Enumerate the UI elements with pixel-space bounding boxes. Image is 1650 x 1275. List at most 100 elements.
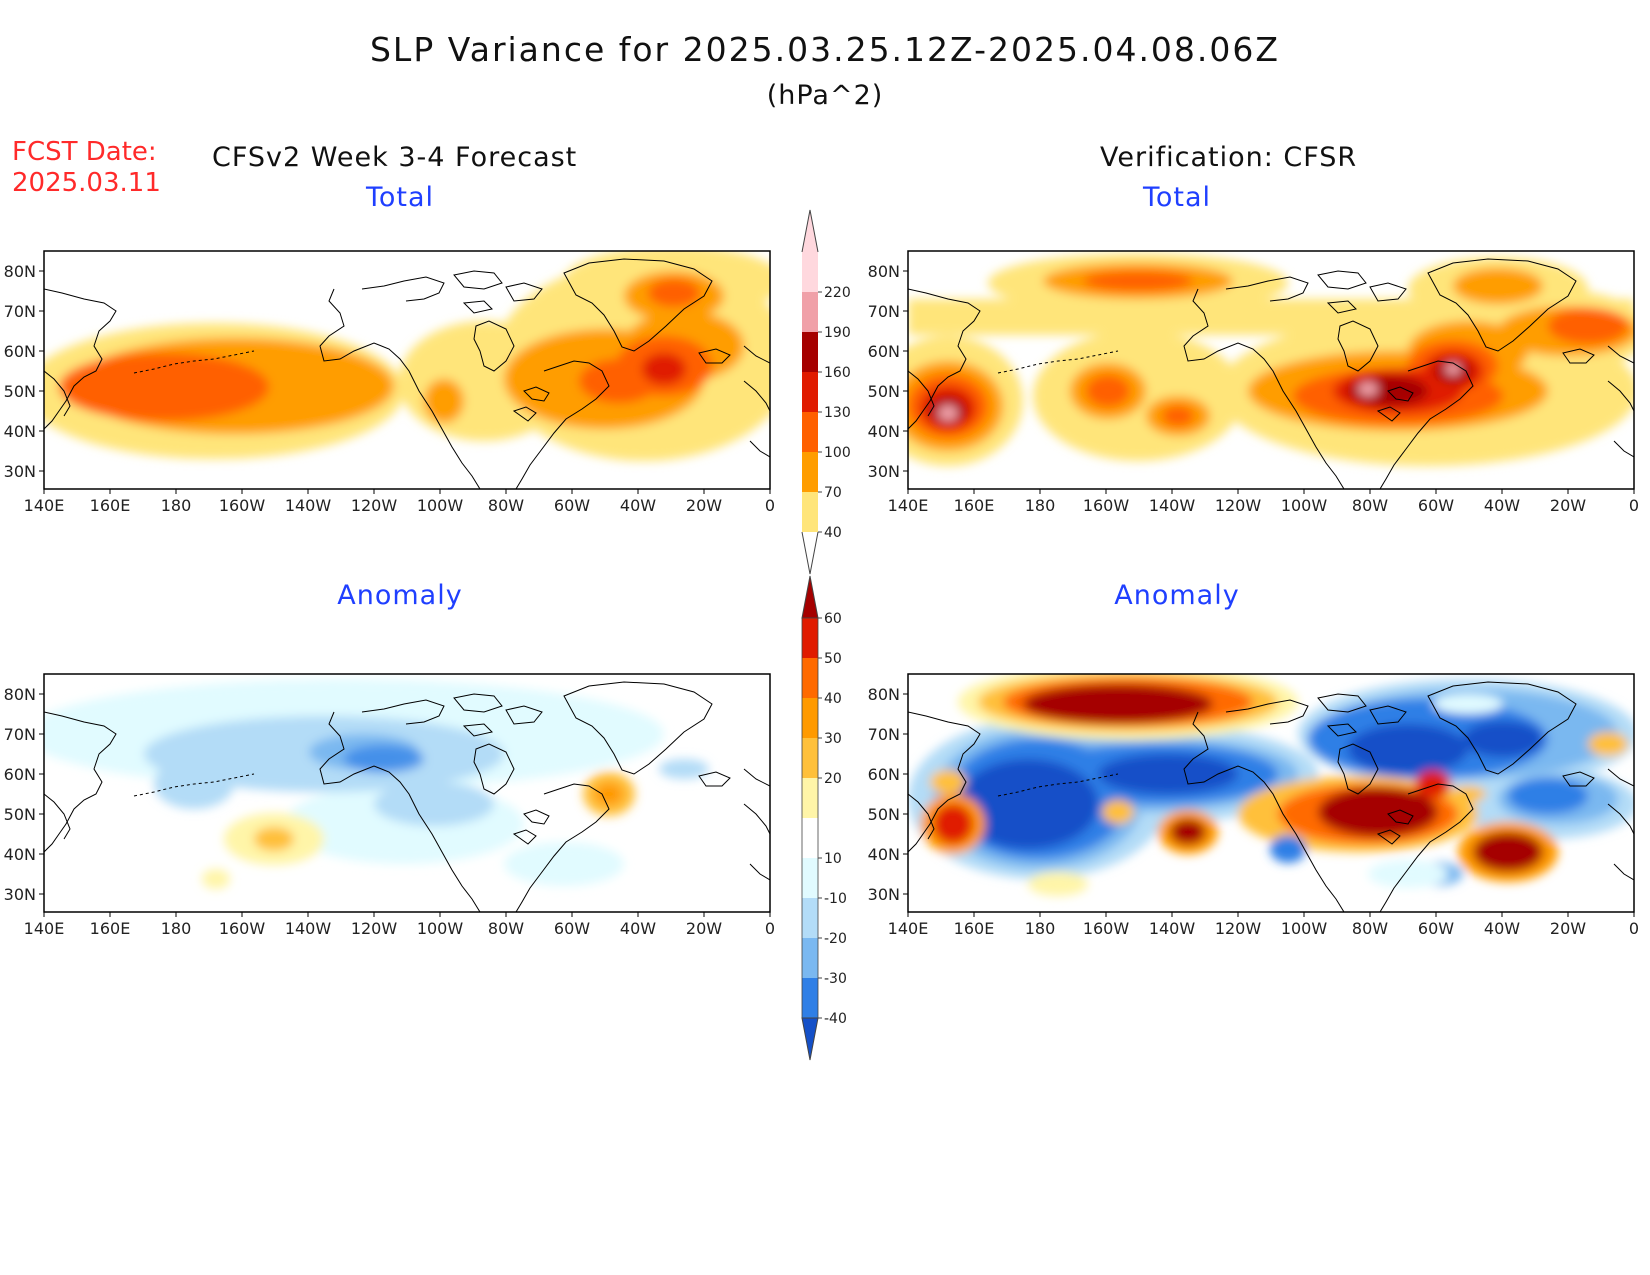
lon-tick-label: 140W bbox=[285, 496, 332, 515]
lon-tick-label: 120W bbox=[351, 496, 398, 515]
colorbar-swatch bbox=[802, 492, 818, 532]
panel-title-bottom-right: Anomaly bbox=[1114, 580, 1240, 611]
frame-top-left bbox=[43, 250, 771, 490]
colorbar-label: 20 bbox=[824, 771, 842, 787]
map-bottom-left-forecast-anomaly bbox=[44, 679, 770, 912]
lat-tick-label: 30N bbox=[4, 885, 36, 904]
colorbar-swatch bbox=[802, 332, 818, 372]
lon-tick-label: 0 bbox=[765, 919, 775, 938]
lon-tick-label: 160E bbox=[90, 496, 131, 515]
lat-tick-label: 50N bbox=[4, 382, 36, 401]
lat-tick-label: 80N bbox=[868, 262, 900, 281]
colorbar-swatch bbox=[802, 452, 818, 492]
lon-tick-label: 180 bbox=[161, 919, 192, 938]
lon-tick-label: 120W bbox=[1215, 919, 1262, 938]
lat-tick-label: 50N bbox=[868, 805, 900, 824]
lon-tick-label: 60W bbox=[1418, 919, 1454, 938]
lon-tick-label: 40W bbox=[1484, 919, 1520, 938]
lon-tick-label: 100W bbox=[417, 496, 464, 515]
lon-tick-label: 120W bbox=[1215, 496, 1262, 515]
lat-tick-label: 60N bbox=[4, 765, 36, 784]
colorbar-label: 100 bbox=[824, 445, 851, 461]
lon-tick-label: 20W bbox=[686, 919, 722, 938]
lon-tick-label: 40W bbox=[620, 496, 656, 515]
colorbar-label: 220 bbox=[824, 285, 851, 301]
lat-tick-label: 80N bbox=[4, 685, 36, 704]
map-bottom-right-verification-anomaly bbox=[908, 674, 1634, 912]
lon-tick-label: 140W bbox=[1149, 496, 1196, 515]
lon-tick-label: 160W bbox=[1083, 919, 1130, 938]
lat-tick-label: 40N bbox=[868, 845, 900, 864]
colorbar-swatch bbox=[802, 858, 818, 898]
colorbar-swatch bbox=[802, 898, 818, 938]
lon-tick-label: 40W bbox=[620, 919, 656, 938]
colorbar-label: 130 bbox=[824, 405, 851, 421]
lat-tick-label: 70N bbox=[4, 302, 36, 321]
colorbar-label: -40 bbox=[824, 1011, 847, 1027]
lon-tick-label: 40W bbox=[1484, 496, 1520, 515]
lat-tick-label: 70N bbox=[868, 302, 900, 321]
lon-tick-label: 20W bbox=[686, 496, 722, 515]
figure-title: SLP Variance for 2025.03.25.12Z-2025.04.… bbox=[369, 30, 1281, 69]
lat-tick-label: 60N bbox=[868, 765, 900, 784]
lat-tick-label: 50N bbox=[4, 805, 36, 824]
colorbar-swatch bbox=[802, 618, 818, 658]
forecast-date-value: 2025.03.11 bbox=[12, 168, 161, 198]
colorbar-label: -30 bbox=[824, 971, 847, 987]
colorbar-swatch bbox=[802, 658, 818, 698]
lat-tick-label: 50N bbox=[868, 382, 900, 401]
lon-tick-label: 20W bbox=[1550, 496, 1586, 515]
lon-tick-label: 60W bbox=[554, 496, 590, 515]
colorbar-label: 70 bbox=[824, 485, 842, 501]
map-top-right-verification-total bbox=[908, 253, 1634, 489]
lat-tick-label: 70N bbox=[4, 725, 36, 744]
colorbar-label: 40 bbox=[824, 691, 842, 707]
lon-tick-label: 140E bbox=[888, 496, 929, 515]
colorbar-swatch bbox=[802, 412, 818, 452]
lat-tick-label: 40N bbox=[4, 422, 36, 441]
colorbar-swatch bbox=[802, 978, 818, 1018]
colorbar-swatch bbox=[802, 778, 818, 818]
lat-tick-label: 80N bbox=[4, 262, 36, 281]
total-colorbar: 40 70 100 130 160 190 220 bbox=[801, 209, 851, 575]
colorbar-swatch bbox=[802, 698, 818, 738]
lon-tick-label: 180 bbox=[1025, 496, 1056, 515]
lon-tick-label: 80W bbox=[1352, 496, 1388, 515]
lon-tick-label: 160W bbox=[219, 919, 266, 938]
lat-tick-label: 30N bbox=[4, 462, 36, 481]
colorbar-label: 190 bbox=[824, 325, 851, 341]
lat-tick-label: 30N bbox=[868, 462, 900, 481]
lon-tick-label: 180 bbox=[161, 496, 192, 515]
colorbar-label: 50 bbox=[824, 651, 842, 667]
lon-tick-label: 140E bbox=[24, 496, 65, 515]
colorbar-label: -20 bbox=[824, 931, 847, 947]
lon-tick-label: 0 bbox=[765, 496, 775, 515]
lon-tick-label: 140W bbox=[285, 919, 332, 938]
lat-tick-label: 40N bbox=[868, 422, 900, 441]
lon-tick-label: 0 bbox=[1629, 496, 1639, 515]
colorbar-swatch bbox=[802, 938, 818, 978]
frame-top-right bbox=[907, 250, 1635, 490]
frame-bottom-right bbox=[907, 673, 1635, 913]
lat-tick-label: 40N bbox=[4, 845, 36, 864]
colorbar-swatch bbox=[802, 252, 818, 292]
lat-tick-label: 60N bbox=[4, 342, 36, 361]
colorbar-swatch bbox=[802, 818, 818, 858]
map-top-left-forecast-total bbox=[44, 251, 770, 489]
colorbar-label: 160 bbox=[824, 365, 851, 381]
panel-title-top-right: Total bbox=[1142, 182, 1212, 213]
map-axes: 80N 70N 60N 50N 40N 30N 140E 160E 180 160W 140W 120… bbox=[4, 262, 1639, 938]
lon-tick-label: 160E bbox=[954, 496, 995, 515]
lon-tick-label: 100W bbox=[1281, 919, 1328, 938]
lat-tick-label: 60N bbox=[868, 342, 900, 361]
frame-bottom-left bbox=[43, 673, 771, 913]
colorbar-label: 40 bbox=[824, 525, 842, 541]
lon-tick-label: 60W bbox=[554, 919, 590, 938]
lon-tick-label: 20W bbox=[1550, 919, 1586, 938]
lon-tick-label: 160W bbox=[219, 496, 266, 515]
lon-tick-label: 140E bbox=[888, 919, 929, 938]
colorbar-swatch bbox=[802, 738, 818, 778]
lon-tick-label: 140E bbox=[24, 919, 65, 938]
colorbar-label: 60 bbox=[824, 611, 842, 627]
